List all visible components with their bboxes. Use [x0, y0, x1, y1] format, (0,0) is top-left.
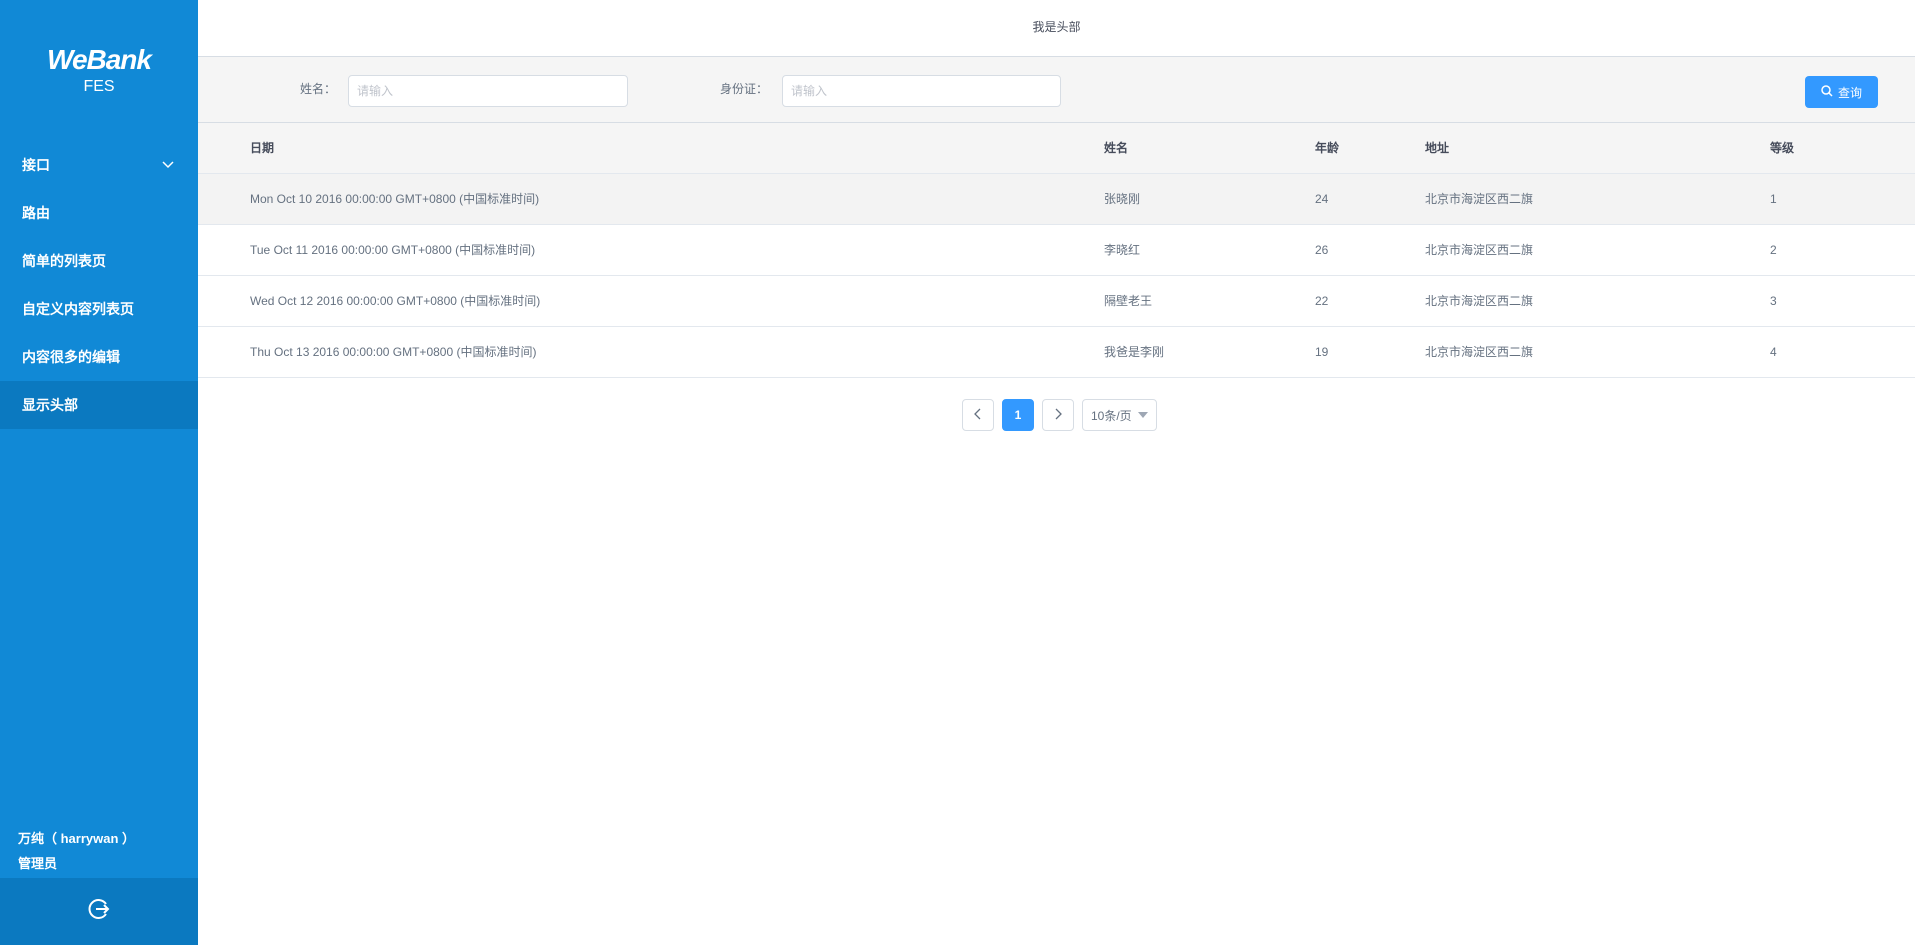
sidebar-item-label: 路由: [22, 205, 50, 221]
sidebar-item-label: 显示头部: [22, 397, 78, 413]
search-button[interactable]: 查询: [1805, 76, 1878, 108]
app-subtitle: FES: [83, 78, 115, 95]
caret-down-icon: [1138, 412, 1148, 418]
sidebar-item-simple-list[interactable]: 简单的列表页: [0, 237, 198, 285]
cell-age: 22: [1315, 294, 1329, 308]
id-input[interactable]: [782, 75, 1061, 107]
cell-name: 李晓红: [1104, 243, 1141, 257]
cell-name: 隔壁老王: [1104, 294, 1153, 308]
sidebar-item-label: 自定义内容列表页: [22, 301, 134, 317]
filter-bar: 姓名： 身份证： 查询: [198, 57, 1915, 123]
next-page-button[interactable]: [1042, 399, 1074, 431]
sidebar-item-show-header[interactable]: 显示头部: [0, 381, 198, 429]
table-row[interactable]: Thu Oct 13 2016 00:00:00 GMT+0800 (中国标准时…: [198, 327, 1915, 378]
column-header-date: 日期: [250, 141, 275, 155]
chevron-left-icon: [974, 408, 982, 423]
page-button-1[interactable]: 1: [1002, 399, 1034, 431]
name-input[interactable]: [348, 75, 628, 107]
cell-address: 北京市海淀区西二旗: [1425, 345, 1534, 359]
id-label: 身份证：: [720, 82, 769, 96]
column-header-age: 年龄: [1315, 141, 1340, 155]
user-info: 万纯（ harrywan ） 管理员: [18, 826, 135, 876]
user-name: 万纯（ harrywan ）: [18, 831, 136, 846]
chevron-down-icon: [162, 141, 174, 189]
cell-level: 4: [1770, 345, 1777, 359]
pagination: 1 10条/页: [962, 399, 1157, 431]
sidebar: WeBank FES 接口 路由 简单的列表页 自定义内容列表页 内容很多的编辑…: [0, 0, 198, 945]
header-title: 我是头部: [1032, 20, 1081, 34]
sidebar-item-label: 内容很多的编辑: [22, 349, 120, 365]
cell-name: 我爸是李刚: [1104, 345, 1165, 359]
cell-level: 1: [1770, 192, 1777, 206]
chevron-right-icon: [1054, 408, 1062, 423]
sidebar-item-custom-list[interactable]: 自定义内容列表页: [0, 285, 198, 333]
cell-age: 24: [1315, 192, 1329, 206]
column-header-address: 地址: [1425, 141, 1450, 155]
search-icon: [1821, 84, 1833, 100]
sidebar-menu: 接口 路由 简单的列表页 自定义内容列表页 内容很多的编辑 显示头部: [0, 141, 198, 429]
cell-name: 张晓刚: [1104, 192, 1141, 206]
cell-age: 19: [1315, 345, 1329, 359]
column-header-name: 姓名: [1104, 141, 1129, 155]
sidebar-item-label: 简单的列表页: [22, 253, 106, 269]
page-size-value: 10条/页: [1091, 408, 1132, 423]
cell-date: Thu Oct 13 2016 00:00:00 GMT+0800 (中国标准时…: [250, 345, 537, 359]
logout-button[interactable]: [0, 878, 198, 945]
logout-icon: [87, 897, 111, 926]
cell-age: 26: [1315, 243, 1329, 257]
cell-date: Wed Oct 12 2016 00:00:00 GMT+0800 (中国标准时…: [250, 294, 541, 308]
cell-level: 2: [1770, 243, 1777, 257]
cell-address: 北京市海淀区西二旗: [1425, 192, 1534, 206]
page-size-select[interactable]: 10条/页: [1082, 399, 1157, 431]
column-header-level: 等级: [1770, 141, 1795, 155]
prev-page-button[interactable]: [962, 399, 994, 431]
search-button-label: 查询: [1837, 85, 1862, 100]
sidebar-item-label: 接口: [22, 157, 50, 173]
cell-date: Tue Oct 11 2016 00:00:00 GMT+0800 (中国标准时…: [250, 243, 536, 257]
name-label: 姓名：: [300, 82, 337, 96]
cell-level: 3: [1770, 294, 1777, 308]
sidebar-item-edit[interactable]: 内容很多的编辑: [0, 333, 198, 381]
user-role: 管理员: [18, 856, 58, 871]
table-row[interactable]: Tue Oct 11 2016 00:00:00 GMT+0800 (中国标准时…: [198, 225, 1915, 276]
webank-logo: WeBank: [47, 44, 152, 75]
table-header: 日期 姓名 年龄 地址 等级: [198, 123, 1915, 174]
table-row[interactable]: Mon Oct 10 2016 00:00:00 GMT+0800 (中国标准时…: [198, 174, 1915, 225]
sidebar-item-interface[interactable]: 接口: [0, 141, 198, 189]
table-row[interactable]: Wed Oct 12 2016 00:00:00 GMT+0800 (中国标准时…: [198, 276, 1915, 327]
cell-address: 北京市海淀区西二旗: [1425, 243, 1534, 257]
cell-address: 北京市海淀区西二旗: [1425, 294, 1534, 308]
page-header: 我是头部: [198, 0, 1915, 57]
cell-date: Mon Oct 10 2016 00:00:00 GMT+0800 (中国标准时…: [250, 192, 540, 206]
sidebar-item-route[interactable]: 路由: [0, 189, 198, 237]
data-table: 日期 姓名 年龄 地址 等级 Mon Oct 10 2016 00:00:00 …: [198, 123, 1915, 378]
